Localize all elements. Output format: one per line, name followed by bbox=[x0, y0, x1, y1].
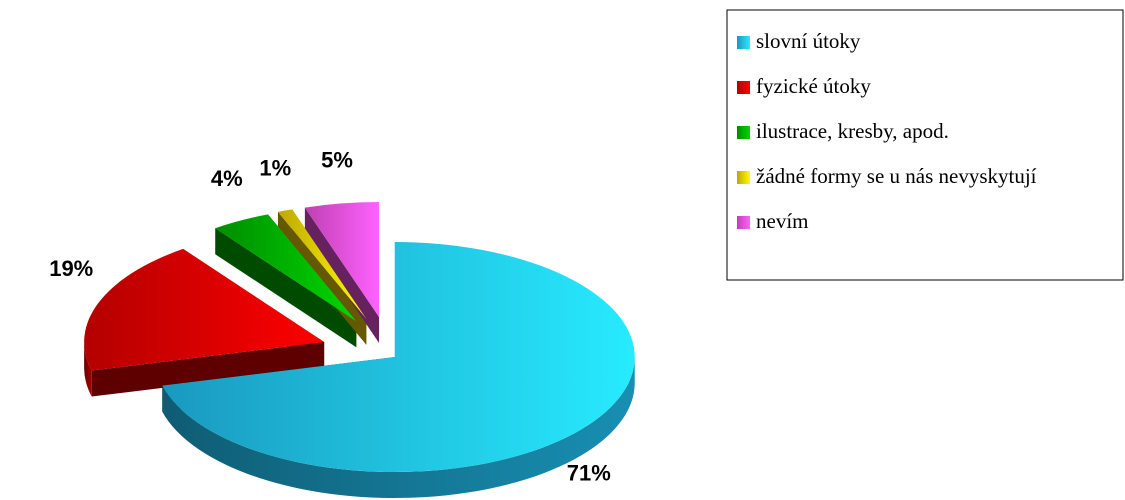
slice-cut-wall bbox=[91, 341, 325, 397]
data-label: 71% bbox=[567, 461, 611, 486]
slice bbox=[215, 214, 357, 322]
data-label: 4% bbox=[211, 166, 243, 191]
data-label: 19% bbox=[49, 256, 93, 281]
legend-label: slovní útoky bbox=[756, 29, 861, 53]
legend-label: fyzické útoky bbox=[756, 74, 871, 98]
slice-side bbox=[162, 357, 635, 499]
legend-swatch bbox=[737, 171, 750, 184]
slice bbox=[84, 248, 325, 371]
legend-swatch bbox=[737, 216, 750, 229]
slice-cut-wall bbox=[304, 207, 380, 343]
slice-cut-wall bbox=[215, 228, 357, 348]
slice-side bbox=[84, 341, 92, 397]
slice bbox=[277, 209, 367, 319]
legend-swatch bbox=[737, 36, 750, 49]
legend-label: žádné formy se u nás nevyskytují bbox=[756, 164, 1037, 188]
legend-label: nevím bbox=[756, 209, 809, 233]
data-label: 1% bbox=[259, 155, 291, 180]
slice bbox=[304, 201, 380, 317]
legend-swatch bbox=[737, 126, 750, 139]
legend-swatch bbox=[737, 81, 750, 94]
slice bbox=[162, 242, 635, 473]
data-label: 5% bbox=[321, 148, 353, 173]
legend-label: ilustrace, kresby, apod. bbox=[756, 119, 949, 143]
legend-box bbox=[726, 9, 1124, 281]
